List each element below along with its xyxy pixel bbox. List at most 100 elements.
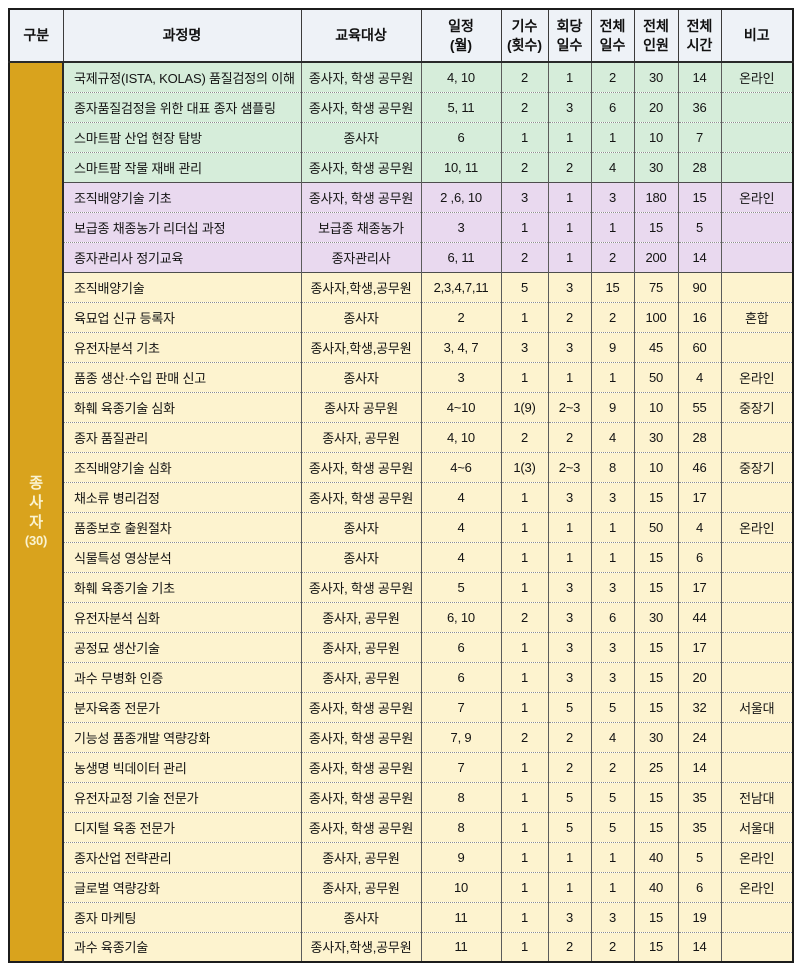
- course-row: 스마트팜 작물 재배 관리 종사자, 학생 공무원 10, 11 2 2 4 30 28: [9, 151, 794, 182]
- days-per-session-cell: 2~3: [547, 391, 592, 422]
- days-per-session-cell: 1: [547, 871, 592, 902]
- days-per-session-cell: 1: [547, 121, 592, 152]
- total-hours-cell: 20: [677, 661, 722, 692]
- category-cell: 종 사 자 (30): [8, 62, 64, 962]
- total-days-cell: 3: [590, 661, 635, 692]
- days-per-session-cell: 5: [547, 781, 592, 812]
- total-people-cell: 50: [633, 511, 679, 542]
- days-per-session-cell: 3: [547, 601, 592, 632]
- sessions-cell: 1: [500, 931, 549, 962]
- name-cell: 과수 무병화 인증: [62, 661, 302, 692]
- total-hours-cell: 44: [677, 601, 722, 632]
- schedule-cell: 3, 4, 7: [420, 331, 502, 362]
- name-cell: 종자관리사 정기교육: [62, 241, 302, 272]
- name-cell: 조직배양기술 기초: [62, 181, 302, 212]
- name-cell: 채소류 병리검정: [62, 481, 302, 512]
- course-row: 품종 생산·수입 판매 신고 종사자 3 1 1 1 50 4 온라인: [9, 361, 794, 392]
- days-per-session-cell: 1: [547, 841, 592, 872]
- sessions-cell: 3: [500, 331, 549, 362]
- target-cell: 종사자, 학생 공무원: [300, 781, 422, 812]
- schedule-cell: 8: [420, 811, 502, 842]
- total-days-cell: 6: [590, 91, 635, 122]
- sessions-cell: 1: [500, 751, 549, 782]
- schedule-cell: 10: [420, 871, 502, 902]
- total-people-cell: 15: [633, 661, 679, 692]
- note-cell: [720, 421, 794, 452]
- note-cell: 온라인: [720, 181, 794, 212]
- target-cell: 종사자, 학생 공무원: [300, 91, 422, 122]
- target-cell: 종사자: [300, 511, 422, 542]
- course-row: 종자 마케팅 종사자 11 1 3 3 15 19: [9, 901, 794, 932]
- note-cell: [720, 571, 794, 602]
- sessions-cell: 1: [500, 691, 549, 722]
- days-per-session-cell: 5: [547, 691, 592, 722]
- target-cell: 종사자, 학생 공무원: [300, 571, 422, 602]
- sessions-cell: 1: [500, 841, 549, 872]
- total-hours-cell: 14: [677, 241, 722, 272]
- days-per-session-cell: 3: [547, 271, 592, 302]
- schedule-cell: 5: [420, 571, 502, 602]
- target-cell: 종사자, 학생 공무원: [300, 751, 422, 782]
- total-people-cell: 30: [633, 151, 679, 182]
- days-per-session-cell: 3: [547, 331, 592, 362]
- total-people-cell: 15: [633, 571, 679, 602]
- note-cell: [720, 661, 794, 692]
- col-header-gubun: 구분: [8, 8, 64, 63]
- name-cell: 글로벌 역량강화: [62, 871, 302, 902]
- total-hours-cell: 32: [677, 691, 722, 722]
- days-per-session-cell: 1: [547, 62, 592, 92]
- note-cell: 온라인: [720, 62, 794, 92]
- sessions-cell: 1: [500, 361, 549, 392]
- col-header-hours: 전체 시간: [677, 8, 722, 63]
- total-hours-cell: 6: [677, 871, 722, 902]
- schedule-cell: 7, 9: [420, 721, 502, 752]
- total-hours-cell: 4: [677, 511, 722, 542]
- schedule-cell: 4~10: [420, 391, 502, 422]
- total-people-cell: 15: [633, 691, 679, 722]
- days-per-session-cell: 3: [547, 571, 592, 602]
- total-days-cell: 4: [590, 151, 635, 182]
- total-hours-cell: 5: [677, 211, 722, 242]
- total-days-cell: 1: [590, 841, 635, 872]
- note-cell: 온라인: [720, 361, 794, 392]
- target-cell: 종사자,학생,공무원: [300, 271, 422, 302]
- course-row: 종자품질검정을 위한 대표 종자 샘플링 종사자, 학생 공무원 5, 11 2 3 6 2…: [9, 91, 794, 122]
- total-hours-cell: 17: [677, 631, 722, 662]
- name-cell: 스마트팜 작물 재배 관리: [62, 151, 302, 182]
- days-per-session-cell: 2: [547, 751, 592, 782]
- total-hours-cell: 14: [677, 62, 722, 92]
- schedule-cell: 6: [420, 121, 502, 152]
- schedule-cell: 7: [420, 691, 502, 722]
- name-cell: 국제규정(ISTA, KOLAS) 품질검정의 이해: [62, 62, 302, 92]
- total-people-cell: 20: [633, 91, 679, 122]
- note-cell: 온라인: [720, 871, 794, 902]
- sessions-cell: 2: [500, 421, 549, 452]
- days-per-session-cell: 5: [547, 811, 592, 842]
- total-people-cell: 15: [633, 631, 679, 662]
- total-days-cell: 1: [590, 361, 635, 392]
- target-cell: 종사자, 학생 공무원: [300, 62, 422, 92]
- total-hours-cell: 24: [677, 721, 722, 752]
- total-people-cell: 30: [633, 601, 679, 632]
- note-cell: [720, 211, 794, 242]
- target-cell: 종사자: [300, 901, 422, 932]
- col-header-people: 전체 인원: [633, 8, 679, 63]
- days-per-session-cell: 1: [547, 211, 592, 242]
- note-cell: 온라인: [720, 511, 794, 542]
- course-row: 조직배양기술 심화 종사자, 학생 공무원 4~6 1(3) 2~3 8 10 46 중장기: [9, 451, 794, 482]
- name-cell: 화훼 육종기술 기초: [62, 571, 302, 602]
- sessions-cell: 1: [500, 661, 549, 692]
- course-row: 보급종 채종농가 리더십 과정 보급종 채종농가 3 1 1 1 15 5: [9, 211, 794, 242]
- name-cell: 디지털 육종 전문가: [62, 811, 302, 842]
- schedule-cell: 11: [420, 901, 502, 932]
- schedule-cell: 8: [420, 781, 502, 812]
- total-days-cell: 15: [590, 271, 635, 302]
- total-people-cell: 30: [633, 62, 679, 92]
- note-cell: [720, 721, 794, 752]
- target-cell: 종사자, 학생 공무원: [300, 181, 422, 212]
- days-per-session-cell: 1: [547, 541, 592, 572]
- target-cell: 종사자, 공무원: [300, 871, 422, 902]
- days-per-session-cell: 1: [547, 511, 592, 542]
- target-cell: 종사자: [300, 541, 422, 572]
- total-days-cell: 6: [590, 601, 635, 632]
